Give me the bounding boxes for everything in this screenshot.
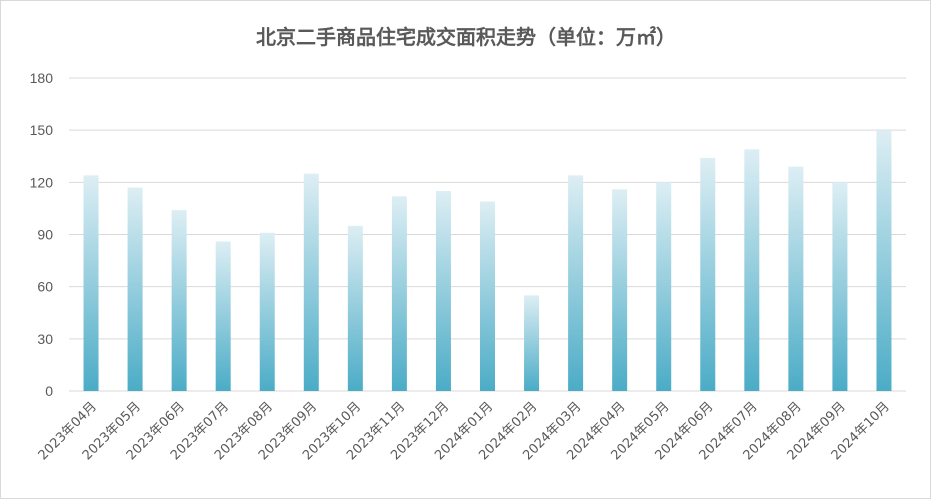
- y-tick-label: 150: [30, 122, 54, 138]
- y-tick-label: 60: [37, 279, 53, 295]
- bars: [83, 130, 892, 391]
- bar-2024年09月: [832, 182, 848, 391]
- y-tick-label: 30: [37, 331, 53, 347]
- bar-2024年02月: [524, 295, 540, 391]
- bar-2023年09月: [303, 173, 319, 391]
- bar-2024年04月: [612, 189, 628, 391]
- y-tick-label: 0: [45, 383, 53, 399]
- bar-2024年08月: [788, 166, 804, 391]
- bar-2023年12月: [435, 191, 451, 391]
- bar-2023年10月: [347, 225, 363, 391]
- bar-2023年05月: [127, 187, 143, 391]
- bar-2023年06月: [171, 210, 187, 391]
- bar-2024年03月: [568, 175, 584, 391]
- bar-2024年10月: [876, 130, 892, 391]
- bar-2023年11月: [391, 196, 407, 391]
- bar-2023年07月: [215, 241, 231, 391]
- y-axis-ticks: 0 30 60 90 120 150 180: [30, 70, 54, 399]
- x-axis-labels: 2023年04月2023年05月2023年06月2023年07月2023年08月…: [36, 399, 893, 463]
- y-tick-label: 120: [30, 174, 54, 190]
- y-tick-label: 90: [37, 227, 53, 243]
- bar-2024年07月: [744, 149, 760, 391]
- y-tick-label: 180: [30, 70, 54, 86]
- chart-title: 北京二手商品住宅成交面积走势（单位：万㎡）: [256, 25, 676, 49]
- bar-2023年08月: [259, 232, 275, 391]
- bar-2023年04月: [83, 175, 99, 391]
- bar-2024年06月: [700, 157, 716, 391]
- bar-2024年05月: [656, 182, 672, 391]
- bar-2024年01月: [480, 201, 495, 391]
